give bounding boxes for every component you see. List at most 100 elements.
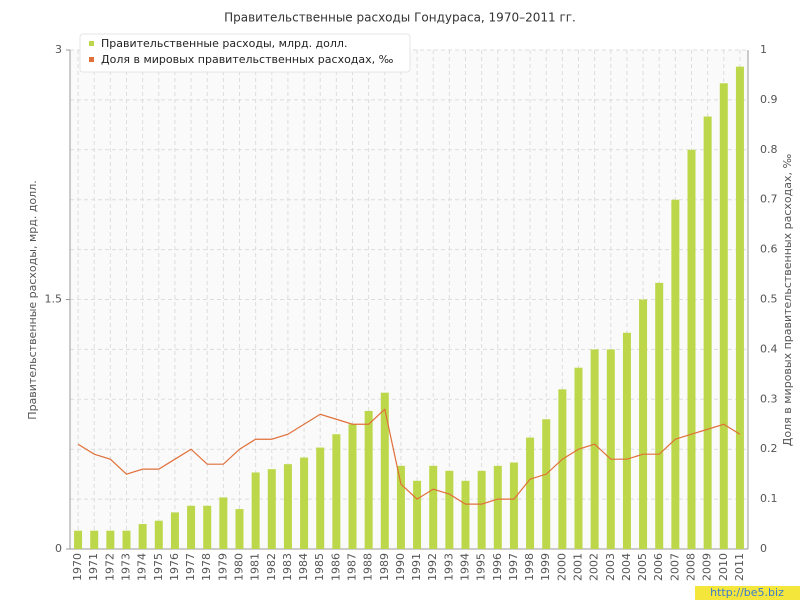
bar xyxy=(558,389,567,549)
bar xyxy=(106,530,115,549)
bar xyxy=(251,472,260,549)
x-tick-label: 2005 xyxy=(636,553,649,581)
y-tick-label: 1.5 xyxy=(45,293,63,306)
x-tick-label: 1997 xyxy=(507,553,520,581)
bar xyxy=(300,457,309,549)
x-tick-label: 2004 xyxy=(620,553,633,581)
legend-label: Доля в мировых правительственных расхода… xyxy=(101,53,394,66)
bar xyxy=(526,437,535,549)
bar xyxy=(413,480,422,549)
x-tick-label: 2006 xyxy=(652,553,665,581)
bar xyxy=(703,116,712,550)
bar xyxy=(655,282,664,549)
bar xyxy=(203,505,212,549)
bar xyxy=(639,299,648,549)
x-tick-label: 2003 xyxy=(604,553,617,581)
legend-label: Правительственные расходы, млрд. долл. xyxy=(101,37,347,50)
bar xyxy=(90,530,99,549)
y2-tick-label: 0.6 xyxy=(760,243,778,256)
x-tick-label: 1979 xyxy=(216,553,229,581)
bar xyxy=(622,332,631,549)
bar xyxy=(348,424,357,549)
bar xyxy=(154,520,163,549)
chart-title: Правительственные расходы Гондураса, 197… xyxy=(224,11,576,25)
bar xyxy=(170,512,179,549)
x-tick-label: 2011 xyxy=(733,553,746,581)
legend-swatch xyxy=(89,41,94,46)
bar xyxy=(687,149,696,550)
bar xyxy=(606,349,615,549)
x-tick-label: 1988 xyxy=(362,553,375,581)
bar xyxy=(429,465,438,549)
line xyxy=(77,408,741,505)
x-tick-label: 1970 xyxy=(71,553,84,581)
x-tick-label: 1990 xyxy=(394,553,407,581)
y2-tick-label: 0.7 xyxy=(760,193,778,206)
y2-tick-label: 0.2 xyxy=(760,442,778,455)
y-tick-label: 3 xyxy=(55,43,62,56)
x-tick-label: 1999 xyxy=(539,553,552,581)
x-tick-label: 2008 xyxy=(685,553,698,581)
x-tick-label: 2009 xyxy=(701,553,714,581)
legend-swatch xyxy=(89,57,94,62)
bar xyxy=(574,367,583,549)
bar xyxy=(719,83,728,550)
y-axis-title: Правительственные расходы, мрд. долл. xyxy=(26,180,39,419)
bar xyxy=(671,199,680,549)
y2-tick-label: 0.8 xyxy=(760,143,778,156)
bar xyxy=(445,470,454,549)
x-tick-label: 1974 xyxy=(136,553,149,581)
x-tick-label: 1984 xyxy=(297,553,310,581)
bar xyxy=(122,530,131,549)
x-tick-label: 1998 xyxy=(523,553,536,581)
y2-tick-label: 0.3 xyxy=(760,392,778,405)
bar xyxy=(542,419,551,549)
bar xyxy=(590,349,599,549)
legend-box xyxy=(79,33,411,73)
x-tick-label: 2010 xyxy=(717,553,730,581)
bar xyxy=(74,530,83,549)
x-tick-label: 1978 xyxy=(200,553,213,581)
x-tick-label: 1972 xyxy=(103,553,116,581)
bar xyxy=(267,469,276,549)
bar xyxy=(283,464,292,549)
bar xyxy=(332,434,341,549)
y2-tick-label: 0.5 xyxy=(760,293,778,306)
watermark-bg xyxy=(695,586,800,600)
x-tick-label: 1971 xyxy=(87,553,100,581)
bar xyxy=(396,465,405,549)
x-tick-label: 1980 xyxy=(233,553,246,581)
x-tick-label: 2002 xyxy=(588,553,601,581)
x-tick-label: 1976 xyxy=(168,553,181,581)
y2-axis-title: Доля в мировых правительственных расхода… xyxy=(781,154,794,447)
x-tick-label: 1981 xyxy=(249,553,262,581)
x-tick-label: 1996 xyxy=(491,553,504,581)
x-tick-label: 1975 xyxy=(152,553,165,581)
x-tick-label: 2007 xyxy=(668,553,681,581)
x-tick-label: 1993 xyxy=(442,553,455,581)
bar xyxy=(493,465,502,549)
bar xyxy=(509,462,518,549)
bar xyxy=(235,509,244,549)
y2-tick-label: 0.9 xyxy=(760,93,778,106)
watermark: http://be5.biz xyxy=(710,586,784,599)
x-tick-label: 1989 xyxy=(378,553,391,581)
x-tick-label: 1985 xyxy=(313,553,326,581)
x-tick-label: 1977 xyxy=(184,553,197,581)
bar xyxy=(364,410,373,549)
bar xyxy=(219,497,228,549)
y2-tick-label: 0 xyxy=(760,542,767,555)
bar xyxy=(461,480,470,549)
bar xyxy=(477,470,486,549)
x-tick-label: 1995 xyxy=(475,553,488,581)
bar xyxy=(735,66,744,549)
y2-tick-label: 0.4 xyxy=(760,342,778,355)
bar xyxy=(138,524,147,549)
x-tick-label: 1973 xyxy=(120,553,133,581)
bar xyxy=(187,505,196,549)
x-tick-label: 1987 xyxy=(346,553,359,581)
x-tick-label: 1986 xyxy=(329,553,342,581)
x-tick-label: 1992 xyxy=(426,553,439,581)
y2-tick-label: 1 xyxy=(760,43,767,56)
